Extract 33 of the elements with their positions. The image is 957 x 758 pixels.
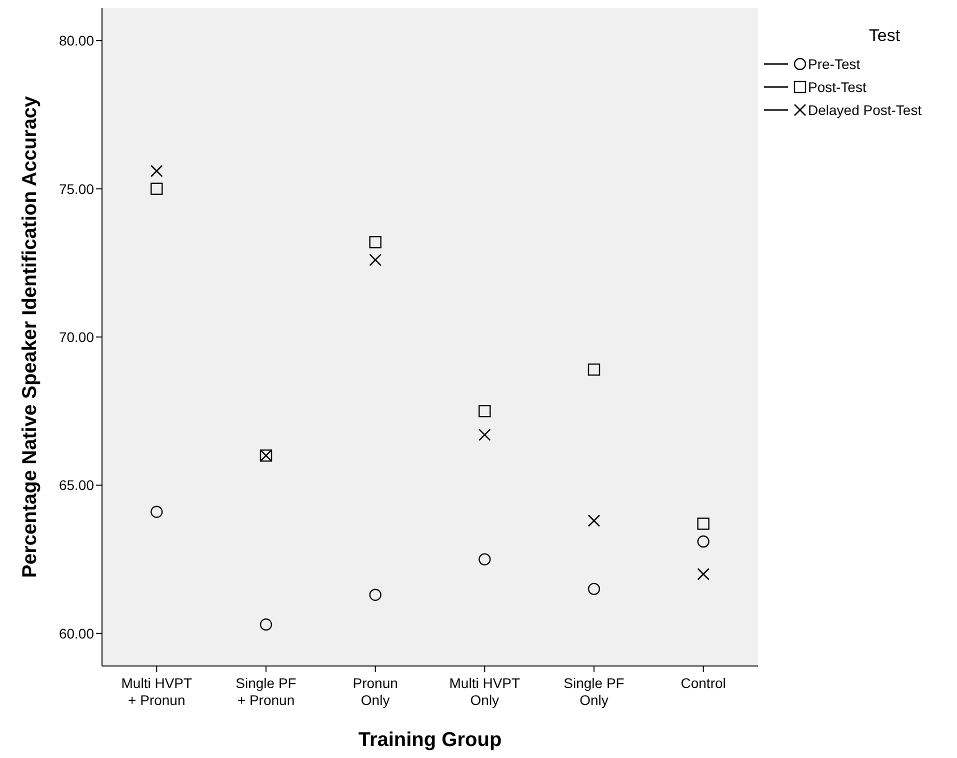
x-tick-label: Multi HVPT + Pronun bbox=[121, 675, 193, 708]
point bbox=[588, 364, 600, 376]
y-tick-label: 65.00 bbox=[58, 477, 94, 494]
point bbox=[150, 182, 163, 195]
point bbox=[478, 553, 491, 566]
x-tick-label: Control bbox=[680, 675, 726, 691]
point bbox=[150, 164, 163, 178]
point bbox=[369, 254, 382, 266]
point bbox=[150, 506, 163, 518]
point bbox=[478, 428, 491, 442]
point bbox=[260, 618, 272, 631]
y-axis-title: Percentage Native Speaker Identification Accuracy bbox=[19, 95, 41, 578]
point bbox=[369, 588, 382, 601]
y-tick-label: 75.00 bbox=[58, 180, 94, 197]
legend-label: Post-Test bbox=[808, 78, 866, 94]
y-tick-label: 60.00 bbox=[58, 625, 94, 642]
legend-title: Test bbox=[868, 26, 902, 46]
legend-label: Pre-Test bbox=[808, 56, 860, 72]
point bbox=[697, 535, 710, 548]
point bbox=[588, 514, 600, 527]
point bbox=[369, 236, 382, 248]
x-axis-title: Training Group bbox=[358, 729, 502, 751]
legend-label: Delayed Post-Test bbox=[808, 102, 922, 118]
point bbox=[697, 518, 710, 530]
x-tick-label: Single PF + Pronun bbox=[236, 675, 296, 708]
y-tick-label: 80.00 bbox=[58, 32, 94, 49]
point bbox=[588, 582, 600, 596]
point bbox=[478, 405, 491, 418]
point bbox=[697, 568, 710, 580]
x-tick-label: Pronun Only bbox=[352, 675, 398, 708]
x-tick-label: Multi HVPT Only bbox=[449, 675, 521, 708]
x-tick-label: Single PF Only bbox=[564, 675, 624, 708]
y-tick-label: 70.00 bbox=[58, 328, 94, 345]
